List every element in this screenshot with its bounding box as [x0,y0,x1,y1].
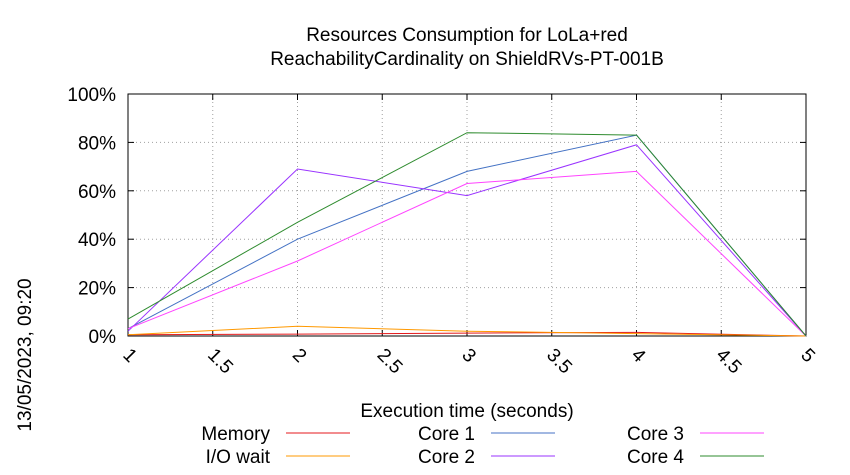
y-tick-label: 80% [78,133,116,154]
y-tick-label: 40% [78,230,116,251]
series-line-core-2 [127,144,807,337]
x-tick-label: 2 [288,345,310,367]
series-line-memory [127,331,807,337]
chart-subtitle: ReachabilityCardinality on ShieldRVs-PT-… [270,49,664,70]
x-tick-label: 4 [627,345,650,368]
series-line-core-4 [127,132,807,337]
y-tick-label: 20% [78,279,116,300]
x-tick-label: 4.5 [712,345,746,379]
x-tick-label: 2.5 [373,345,407,379]
legend-label: Core 1 [418,424,475,445]
x-tick-label: 3 [457,345,479,367]
legend-label: Core 3 [627,424,684,445]
x-tick-label: 3.5 [542,345,576,379]
legend-label: Memory [201,424,270,445]
y-tick-label: 0% [89,327,117,348]
legend-label: I/O wait [206,447,271,468]
timestamp-label: 13/05/2023, 09:20 [15,278,36,431]
series-line-i-o-wait [127,325,807,337]
series-lines [127,132,807,337]
y-tick-label: 60% [78,182,116,203]
chart-title: Resources Consumption for LoLa+red [306,25,628,46]
series-line-core-1 [127,134,807,337]
x-axis-label: Execution time (seconds) [360,401,573,422]
y-tick-label: 100% [67,85,116,106]
legend-label: Core 4 [627,447,684,468]
x-tick-label: 5 [796,345,818,367]
x-tick-label: 1.5 [203,345,237,379]
x-tick-label: 1 [118,345,140,367]
series-line-core-3 [127,170,807,337]
legend-label: Core 2 [418,447,475,468]
